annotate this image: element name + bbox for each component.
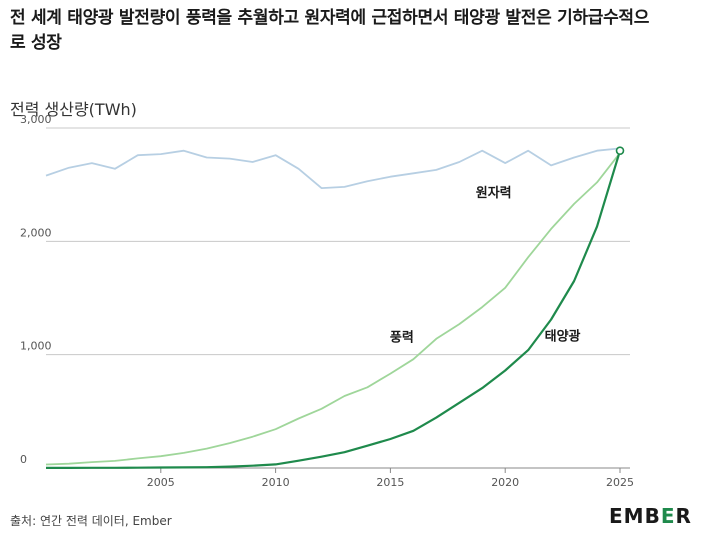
gridlines: [46, 127, 630, 469]
y-tick-label: 1,000: [20, 340, 52, 353]
y-axis-ticks: 0 1,000 2,000 3,000: [20, 113, 52, 466]
x-tick-label: 2015: [376, 476, 404, 489]
y-tick-label: 3,000: [20, 113, 52, 126]
series-line-solar: [46, 150, 622, 469]
series-label-wind: 풍력: [390, 330, 414, 345]
solar-end-marker: [615, 146, 625, 155]
series-line-nuclear: [45, 147, 621, 190]
y-tick-label: 0: [20, 453, 27, 466]
x-tick-label: 2005: [147, 476, 175, 489]
x-tick-label: 2010: [262, 476, 290, 489]
source-note: 출처: 연간 전력 데이터, Ember: [10, 514, 172, 528]
y-tick-label: 2,000: [20, 226, 52, 239]
series-label-solar: 태양광: [545, 329, 581, 344]
x-axis-ticks: 2005 2010 2015 2020 2025: [147, 468, 634, 489]
series-lines: [45, 147, 622, 469]
logo-tail: R: [675, 504, 692, 528]
x-tick-label: 2025: [606, 476, 634, 489]
y-axis-label: 전력 생산량(TWh): [10, 100, 137, 119]
logo-accent: E: [660, 504, 676, 528]
chart-title: 전 세계 태양광 발전량이 풍력을 추월하고 원자력에 근접하면서 태양광 발전…: [10, 8, 650, 53]
series-line-wind: [45, 152, 621, 466]
series-label-nuclear: 원자력: [476, 186, 512, 201]
x-tick-label: 2020: [491, 476, 519, 489]
logo-text: EMB: [609, 504, 661, 528]
ember-logo: EMBER: [609, 504, 692, 528]
end-marker: [615, 146, 625, 155]
